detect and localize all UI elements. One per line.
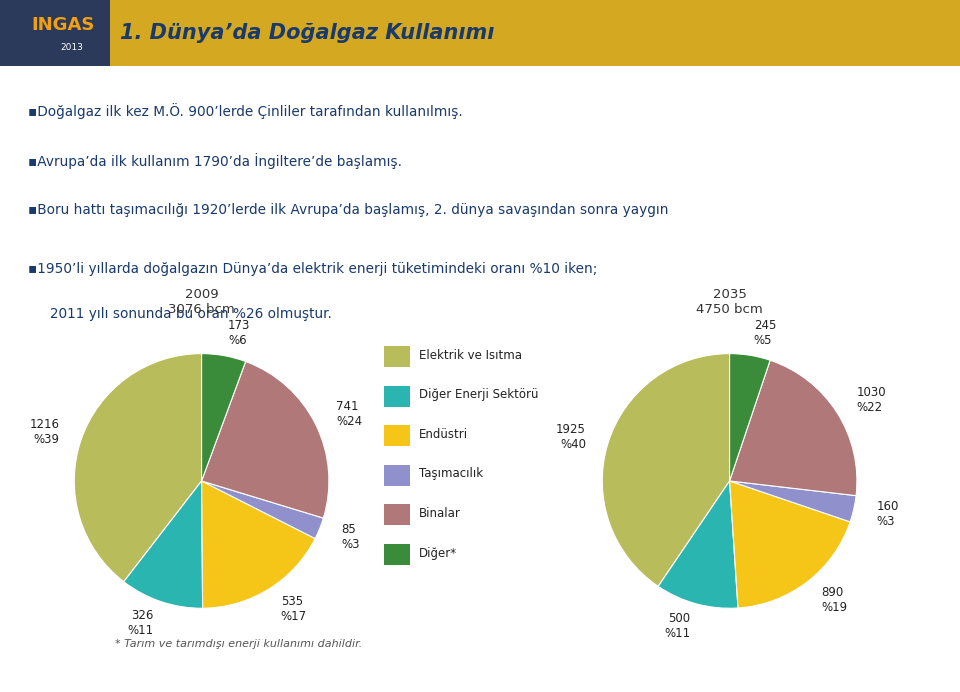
Text: 85
%3: 85 %3 [341, 523, 359, 551]
Wedge shape [730, 481, 851, 608]
Text: 160
%3: 160 %3 [876, 500, 899, 528]
Text: Diğer*: Diğer* [419, 547, 457, 560]
Wedge shape [202, 361, 329, 518]
Bar [384, 385, 410, 407]
Text: 1. Dünya’da Doğalgaz Kullanımı: 1. Dünya’da Doğalgaz Kullanımı [120, 23, 494, 43]
Title: 2035
4750 bcm: 2035 4750 bcm [696, 289, 763, 316]
Text: Endüstri: Endüstri [419, 428, 468, 441]
Wedge shape [730, 354, 770, 481]
Text: Binalar: Binalar [419, 507, 461, 520]
Text: Elektrik ve Isıtma: Elektrik ve Isıtma [419, 349, 521, 362]
Bar [384, 544, 410, 565]
Text: ▪1950’li yıllarda doğalgazın Dünya’da elektrik enerji tüketimindeki oranı %10 ik: ▪1950’li yıllarda doğalgazın Dünya’da el… [29, 262, 598, 276]
Text: ▪Boru hattı taşımacılığı 1920’lerde ilk Avrupa’da başlamış, 2. dünya savaşından : ▪Boru hattı taşımacılığı 1920’lerde ilk … [29, 203, 669, 217]
Bar [384, 504, 410, 525]
Text: 1216
%39: 1216 %39 [30, 419, 60, 446]
Wedge shape [659, 481, 738, 608]
Text: Taşımacılık: Taşımacılık [419, 468, 483, 480]
Wedge shape [730, 481, 856, 522]
Text: 173
%6: 173 %6 [228, 319, 251, 347]
Bar [384, 346, 410, 367]
Wedge shape [124, 481, 203, 608]
Text: ▪Avrupa’da ilk kullanım 1790’da İngiltere’de başlamış.: ▪Avrupa’da ilk kullanım 1790’da İngilter… [29, 153, 402, 169]
Wedge shape [730, 361, 857, 495]
Bar [384, 464, 410, 486]
Wedge shape [74, 354, 202, 582]
Text: 2013: 2013 [60, 43, 84, 52]
Title: 2009
3076 bcm: 2009 3076 bcm [168, 289, 235, 316]
Text: Diğer Enerji Sektörü: Diğer Enerji Sektörü [419, 388, 538, 401]
Bar [0, 0, 110, 66]
Text: 1030
%22: 1030 %22 [856, 386, 886, 415]
Text: Uluslararası Enerji Ajansı’na Göre Doğalgaz Tüketimi, 2009 ve 2035 Yılı Tahminle: Uluslararası Enerji Ajansı’na Göre Doğal… [97, 666, 863, 678]
Text: 2011 yılı sonunda bu oran %26 olmuştur.: 2011 yılı sonunda bu oran %26 olmuştur. [29, 307, 332, 321]
Text: INGAS: INGAS [32, 16, 95, 34]
Wedge shape [202, 481, 315, 608]
Text: 1925
%40: 1925 %40 [556, 423, 586, 451]
Text: 245
%5: 245 %5 [754, 318, 777, 347]
Text: 326
%11: 326 %11 [128, 610, 154, 637]
Text: ▪Doğalgaz ilk kez M.Ö. 900’lerde Çinliler tarafından kullanılmış.: ▪Doğalgaz ilk kez M.Ö. 900’lerde Çinlile… [29, 103, 463, 119]
Text: 500
%11: 500 %11 [664, 612, 690, 640]
Bar [384, 425, 410, 446]
Text: * Tarım ve tarımdışı enerji kullanımı dahildir.: * Tarım ve tarımdışı enerji kullanımı da… [115, 639, 363, 648]
Wedge shape [602, 354, 730, 586]
Text: 535
%17: 535 %17 [280, 594, 307, 623]
Text: 890
%19: 890 %19 [821, 586, 848, 614]
Text: 741
%24: 741 %24 [336, 400, 362, 428]
Wedge shape [202, 354, 246, 481]
Wedge shape [202, 481, 324, 538]
